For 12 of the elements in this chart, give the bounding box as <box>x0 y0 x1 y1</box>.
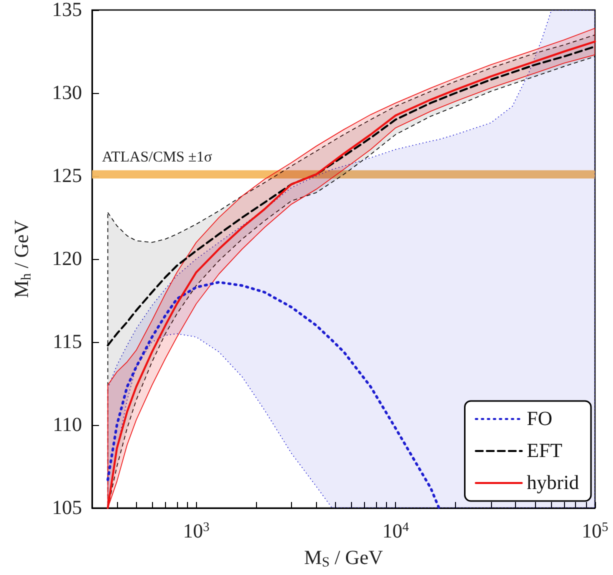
legend-label: hybrid <box>526 472 579 494</box>
y-tick-label: 105 <box>52 497 82 519</box>
y-tick-label: 120 <box>52 248 82 270</box>
y-axis-title: Mh / GeV <box>11 219 34 298</box>
legend-label: EFT <box>526 440 562 462</box>
legend-label: FO <box>526 408 552 430</box>
y-tick-label: 135 <box>52 0 82 21</box>
band-label: ATLAS/CMS ±1σ <box>102 150 212 166</box>
y-tick-label: 115 <box>52 331 82 353</box>
y-tick-label: 125 <box>52 165 82 187</box>
y-tick-label: 110 <box>52 414 82 436</box>
y-tick-label: 130 <box>52 82 82 104</box>
